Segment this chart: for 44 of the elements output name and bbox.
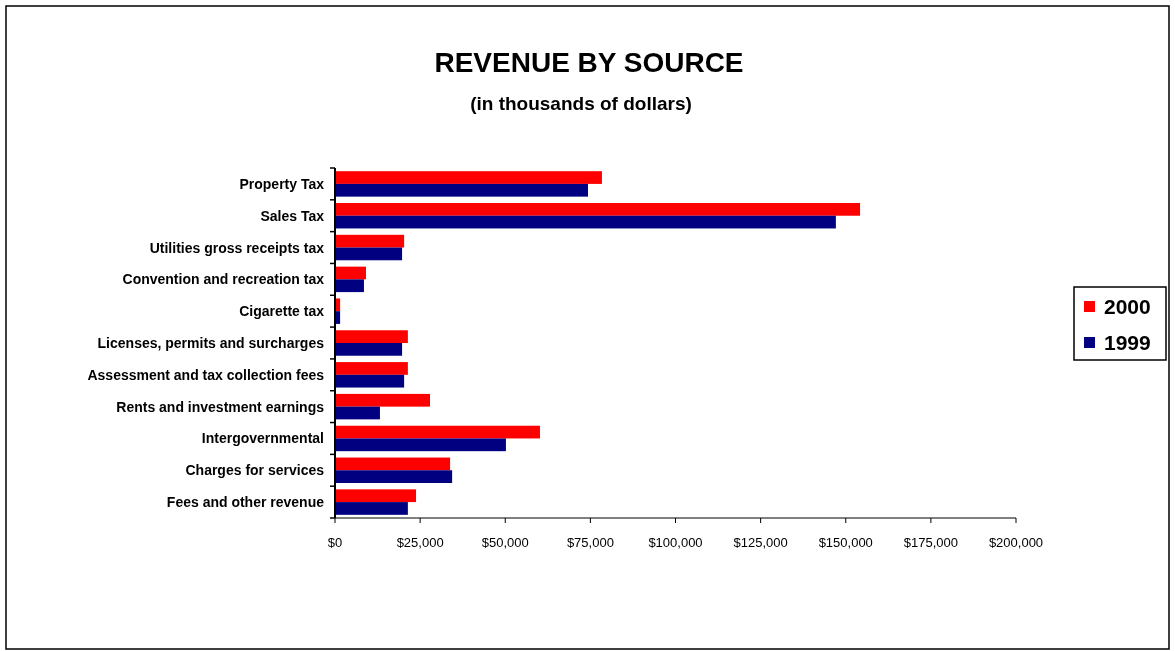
- y-tick-label: Assessment and tax collection fees: [87, 366, 325, 383]
- legend-label: 1999: [1104, 331, 1151, 354]
- y-tick-label: Convention and recreation tax: [122, 271, 325, 288]
- bar: [335, 374, 405, 388]
- chart-title: REVENUE BY SOURCE: [434, 47, 744, 78]
- x-tick-label: $150,000: [818, 535, 873, 550]
- x-tick-label: $75,000: [566, 535, 614, 550]
- bar: [335, 362, 408, 375]
- bar: [335, 470, 453, 483]
- y-tick-label: Licenses, permits and surcharges: [97, 335, 325, 351]
- bar: [335, 502, 408, 515]
- bar: [335, 171, 602, 184]
- bar: [335, 279, 364, 293]
- x-tick-label: $25,000: [396, 535, 444, 550]
- bar: [335, 203, 861, 216]
- x-tick-label: $125,000: [733, 535, 788, 550]
- y-tick-label: Cigarette tax: [239, 303, 325, 320]
- bar: [335, 234, 405, 248]
- bar: [335, 457, 451, 471]
- x-tick-label: $200,000: [988, 535, 1044, 550]
- bar: [335, 393, 430, 407]
- bar: [335, 343, 403, 356]
- chart-subtitle: (in thousands of dollars): [470, 93, 692, 114]
- bar: [335, 489, 417, 503]
- bar: [335, 266, 366, 280]
- bar: [335, 183, 588, 197]
- legend-label: 2000: [1104, 295, 1151, 318]
- x-tick-label: $175,000: [903, 535, 958, 550]
- bar: [335, 330, 408, 343]
- y-tick-label: Intergovernmental: [201, 430, 324, 447]
- x-tick-label: $50,000: [481, 535, 529, 550]
- y-tick-label: Property Tax: [239, 175, 325, 192]
- bar: [335, 438, 506, 452]
- y-tick-label: Rents and investment earnings: [116, 398, 325, 415]
- y-tick-label: Utilities gross receipts tax: [149, 239, 325, 256]
- bar: [335, 425, 540, 439]
- bar: [335, 406, 380, 420]
- y-tick-label: Fees and other revenue: [166, 494, 325, 511]
- y-tick-label: Charges for services: [185, 462, 325, 479]
- bar: [335, 215, 836, 229]
- x-tick-label: $100,000: [648, 535, 703, 550]
- x-tick-label: $0: [327, 535, 343, 550]
- y-tick-label: Sales Tax: [260, 207, 325, 224]
- bar: [335, 247, 403, 261]
